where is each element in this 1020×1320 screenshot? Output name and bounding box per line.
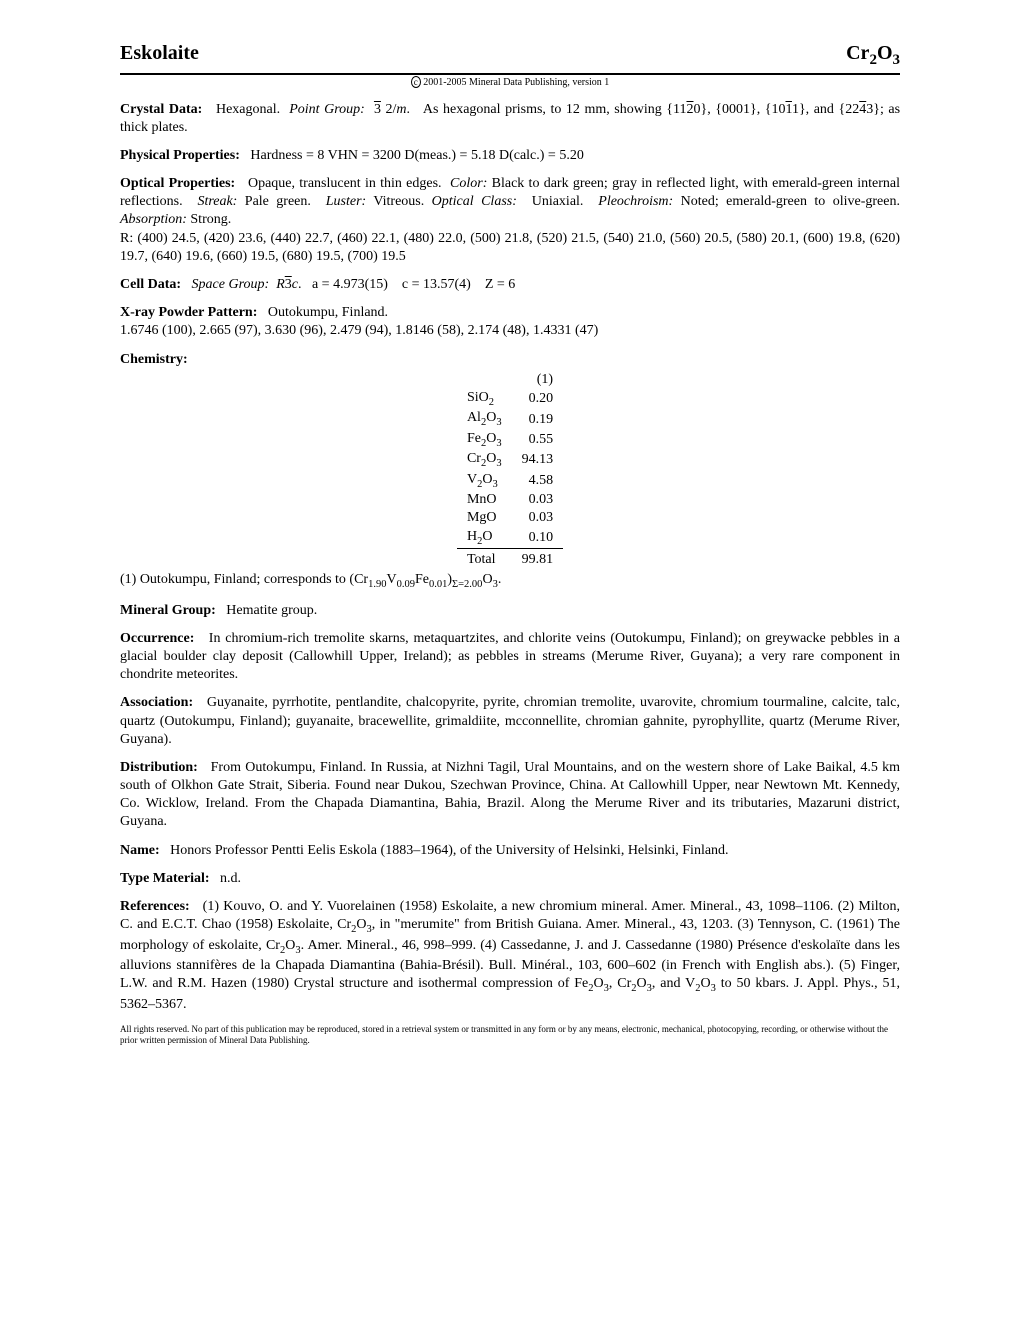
type-material-text: n.d. <box>220 871 241 886</box>
cell-data-section: Cell Data: Space Group: R3c. a = 4.973(1… <box>120 276 900 294</box>
physical-section: Physical Properties: Hardness = 8 VHN = … <box>120 147 900 165</box>
mineral-group-label: Mineral Group: <box>120 603 216 618</box>
mineral-name: Eskolaite <box>120 40 199 66</box>
distribution-text: From Outokumpu, Finland. In Russia, at N… <box>120 760 900 830</box>
chem-value: 0.20 <box>512 389 564 409</box>
chemistry-label: Chemistry: <box>120 352 188 367</box>
cell-data-values: Space Group: R3c. a = 4.973(15) c = 13.5… <box>192 277 516 292</box>
references-label: References: <box>120 899 190 914</box>
chem-row: SiO20.20 <box>457 389 563 409</box>
chem-value: 0.03 <box>512 509 564 527</box>
physical-label: Physical Properties: <box>120 148 240 163</box>
footer-rights: All rights reserved. No part of this pub… <box>120 1024 900 1046</box>
chem-total-label: Total <box>457 548 512 569</box>
mineral-group-text: Hematite group. <box>226 603 317 618</box>
copyright-text: 2001-2005 Mineral Data Publishing, versi… <box>423 77 609 88</box>
name-label: Name: <box>120 843 160 858</box>
chem-row: Cr2O394.13 <box>457 450 563 470</box>
chem-row: MnO0.03 <box>457 491 563 509</box>
association-label: Association: <box>120 695 193 710</box>
references-text: (1) Kouvo, O. and Y. Vuorelainen (1958) … <box>120 899 900 1012</box>
chem-value: 4.58 <box>512 471 564 491</box>
chem-row: Al2O30.19 <box>457 409 563 429</box>
occurrence-text: In chromium-rich tremolite skarns, metaq… <box>120 631 900 682</box>
chem-col-header: (1) <box>512 371 564 389</box>
chem-row: V2O34.58 <box>457 471 563 491</box>
xray-label: X-ray Powder Pattern: <box>120 305 257 320</box>
mineral-group-section: Mineral Group: Hematite group. <box>120 602 900 620</box>
chem-compound: Al2O3 <box>457 409 512 429</box>
optical-body: Opaque, translucent in thin edges. Color… <box>120 176 900 227</box>
chemistry-note: (1) Outokumpu, Finland; corresponds to (… <box>120 571 900 591</box>
chem-header-row: (1) <box>457 371 563 389</box>
header-row: Eskolaite Cr2O3 <box>120 40 900 74</box>
chem-row: MgO0.03 <box>457 509 563 527</box>
chem-row: Fe2O30.55 <box>457 430 563 450</box>
distribution-section: Distribution: From Outokumpu, Finland. I… <box>120 759 900 832</box>
type-material-label: Type Material: <box>120 871 210 886</box>
chem-compound: MnO <box>457 491 512 509</box>
crystal-data-section: Crystal Data: Hexagonal. Point Group: 3 … <box>120 101 900 137</box>
chemical-formula: Cr2O3 <box>846 40 900 71</box>
physical-text: Hardness = 8 VHN = 3200 D(meas.) = 5.18 … <box>250 148 583 163</box>
association-section: Association: Guyanaite, pyrrhotite, pent… <box>120 694 900 749</box>
occurrence-label: Occurrence: <box>120 631 194 646</box>
r-values: R: (400) 24.5, (420) 23.6, (440) 22.7, (… <box>120 231 900 264</box>
optical-label: Optical Properties: <box>120 176 235 191</box>
optical-section: Optical Properties: Opaque, translucent … <box>120 175 900 266</box>
chem-row: H2O0.10 <box>457 528 563 549</box>
chem-compound: SiO2 <box>457 389 512 409</box>
references-section: References: (1) Kouvo, O. and Y. Vuorela… <box>120 898 900 1014</box>
chem-compound: Fe2O3 <box>457 430 512 450</box>
chem-value: 94.13 <box>512 450 564 470</box>
xray-section: X-ray Powder Pattern: Outokumpu, Finland… <box>120 304 900 340</box>
point-group-value: 3 2/m. <box>374 102 410 117</box>
chem-value: 0.03 <box>512 491 564 509</box>
crystal-data-label: Crystal Data: <box>120 102 202 117</box>
xray-values: 1.6746 (100), 2.665 (97), 3.630 (96), 2.… <box>120 323 598 338</box>
chem-compound: MgO <box>457 509 512 527</box>
chem-compound: Cr2O3 <box>457 450 512 470</box>
copyright-icon: c <box>411 76 421 88</box>
point-group-label: Point Group: <box>289 102 365 117</box>
chem-compound: H2O <box>457 528 512 549</box>
crystal-system: Hexagonal. <box>216 102 280 117</box>
name-text: Honors Professor Pentti Eelis Eskola (18… <box>170 843 728 858</box>
type-material-section: Type Material: n.d. <box>120 870 900 888</box>
copyright-line: c 2001-2005 Mineral Data Publishing, ver… <box>120 74 900 89</box>
chem-value: 0.10 <box>512 528 564 549</box>
chem-value: 0.55 <box>512 430 564 450</box>
chemistry-table: (1) SiO20.20Al2O30.19Fe2O30.55Cr2O394.13… <box>457 371 563 569</box>
chem-total-value: 99.81 <box>512 548 564 569</box>
chem-value: 0.19 <box>512 409 564 429</box>
occurrence-section: Occurrence: In chromium-rich tremolite s… <box>120 630 900 685</box>
association-text: Guyanaite, pyrrhotite, pentlandite, chal… <box>120 695 900 746</box>
distribution-label: Distribution: <box>120 760 198 775</box>
xray-locality: Outokumpu, Finland. <box>268 305 388 320</box>
name-section: Name: Honors Professor Pentti Eelis Esko… <box>120 842 900 860</box>
chem-total-row: Total 99.81 <box>457 548 563 569</box>
chemistry-section: Chemistry: (1) SiO20.20Al2O30.19Fe2O30.5… <box>120 351 900 592</box>
chem-compound: V2O3 <box>457 471 512 491</box>
cell-data-label: Cell Data: <box>120 277 181 292</box>
